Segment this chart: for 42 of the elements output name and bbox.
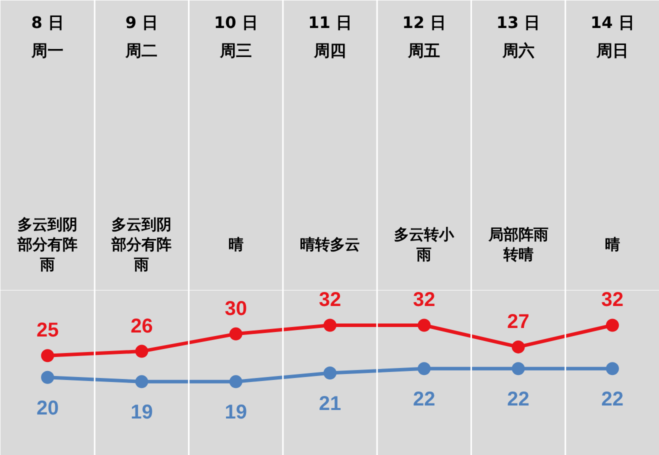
text: 多云转小雨 <box>394 226 456 264</box>
text: 局部阵雨转晴 <box>487 226 548 264</box>
point <box>229 375 242 388</box>
point <box>324 318 336 332</box>
data-label: 30 <box>224 298 247 320</box>
x-tick-label: 9 日周二 <box>124 13 158 60</box>
point <box>418 318 431 332</box>
point <box>512 362 525 376</box>
point <box>606 318 619 332</box>
x-tick-label: 11 日周四 <box>308 13 352 60</box>
data-label: 22 <box>601 388 624 411</box>
text: 晴 <box>228 236 244 254</box>
data-label: 22 <box>507 388 530 411</box>
point <box>135 375 148 388</box>
data-label: 32 <box>601 289 624 312</box>
data-label: 19 <box>224 402 247 424</box>
point <box>229 327 242 340</box>
x-tick-label: 13 日周六 <box>496 13 540 60</box>
point <box>41 349 54 362</box>
data-label: 25 <box>36 320 59 342</box>
x-tick-label: 8 日周一 <box>30 13 64 60</box>
data-label: 22 <box>413 388 436 411</box>
text: 多云到阴部分有阵雨 <box>110 216 172 274</box>
x-tick-label: 14 日周日 <box>590 13 634 60</box>
data-label: 32 <box>413 289 436 312</box>
point <box>324 366 336 380</box>
data-label: 32 <box>318 289 342 312</box>
data-label: 20 <box>36 397 59 420</box>
x-tick-label: 10 日周三 <box>214 13 258 60</box>
text: 晴 <box>604 236 620 254</box>
point <box>606 362 619 376</box>
text: 晴转多云 <box>300 236 360 254</box>
data-label: 27 <box>507 310 530 333</box>
point <box>41 370 54 384</box>
point <box>135 344 148 358</box>
point <box>418 362 431 376</box>
x-tick-label: 12 日周五 <box>402 13 446 60</box>
data-label: 26 <box>130 315 153 338</box>
point <box>512 340 525 354</box>
text: 多云到阴部分有阵雨 <box>16 216 78 274</box>
data-label: 19 <box>130 402 153 424</box>
data-label: 21 <box>318 393 342 415</box>
